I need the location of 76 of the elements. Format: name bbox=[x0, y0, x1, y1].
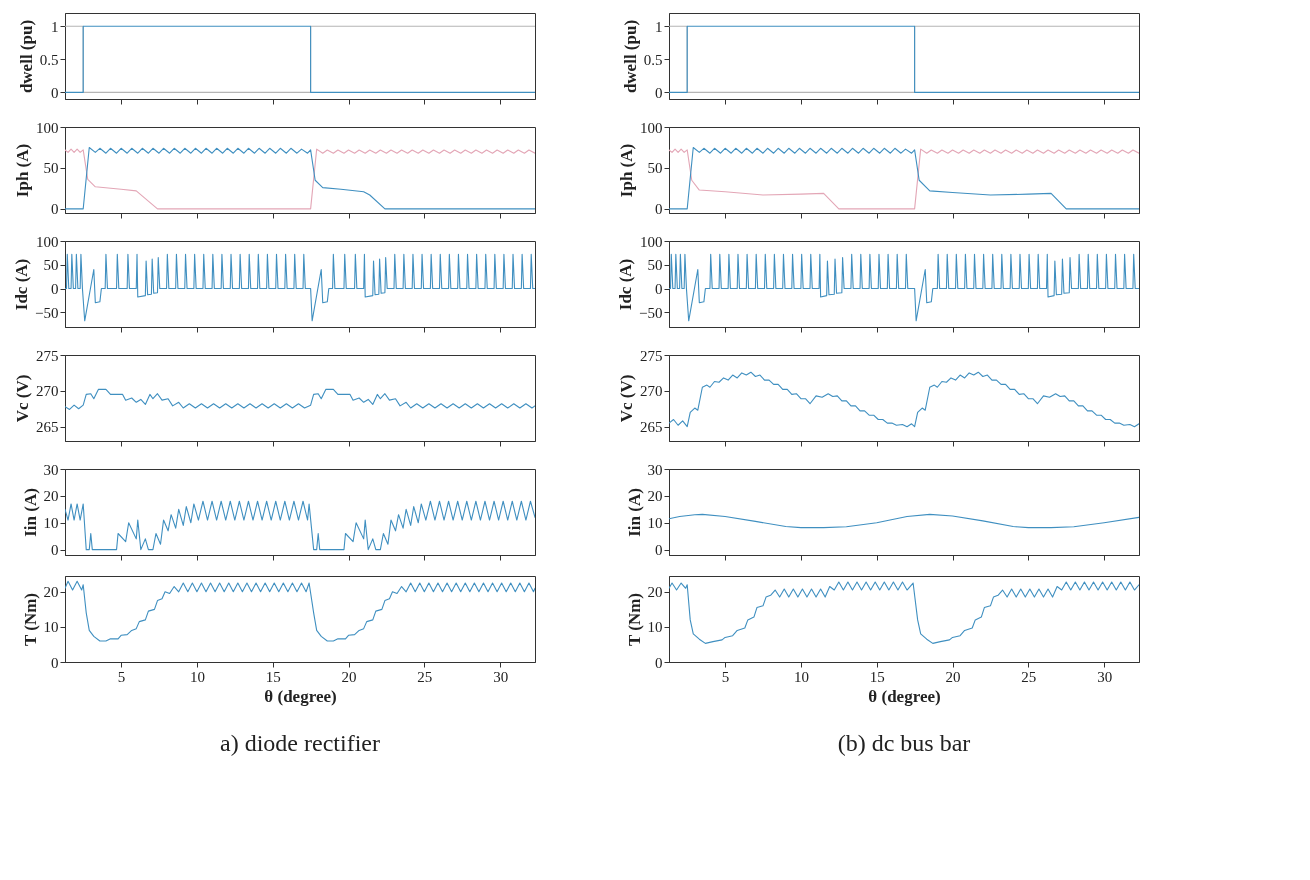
y-tick-label: 270 bbox=[640, 383, 663, 400]
x-tick-label: 5 bbox=[117, 668, 126, 685]
y-tick-label: −50 bbox=[35, 304, 59, 321]
y-tick-label: 0.5 bbox=[39, 51, 59, 68]
x-tick-label: 30 bbox=[1097, 668, 1113, 685]
line-series bbox=[65, 500, 535, 551]
y-tick-label: 0 bbox=[51, 281, 59, 298]
line-series bbox=[65, 580, 535, 642]
y-tick-label: −50 bbox=[639, 304, 663, 321]
y-tick-label: 50 bbox=[647, 257, 663, 274]
y-axis-title: Vc (V) bbox=[617, 374, 636, 423]
y-tick-label: 1 bbox=[51, 18, 59, 35]
y-tick-label: 270 bbox=[36, 383, 59, 400]
x-tick-label: 15 bbox=[869, 668, 885, 685]
y-axis-title: Iph (A) bbox=[617, 143, 636, 198]
y-tick-label: 0 bbox=[51, 201, 59, 218]
y-axis-title: T (Nm) bbox=[624, 592, 644, 647]
x-axis-title: θ (degree) bbox=[264, 686, 337, 706]
y-axis-title: dwell (pu) bbox=[620, 19, 640, 94]
x-tick-label: 10 bbox=[793, 668, 809, 685]
line-series bbox=[65, 253, 535, 322]
x-tick-label: 20 bbox=[341, 668, 357, 685]
y-tick-label: 100 bbox=[36, 233, 59, 250]
line-series bbox=[669, 253, 1139, 322]
y-tick-label: 100 bbox=[36, 119, 59, 136]
y-axis-title: Vc (V) bbox=[13, 374, 32, 423]
y-axis-title: Iin (A) bbox=[624, 488, 644, 537]
y-tick-label: 0 bbox=[655, 84, 663, 101]
text: (b) dc bus bar bbox=[837, 730, 971, 756]
x-tick-label: 25 bbox=[1021, 668, 1037, 685]
y-tick-label: 10 bbox=[647, 515, 663, 532]
y-tick-label: 0 bbox=[51, 542, 59, 559]
y-tick-label: 10 bbox=[43, 515, 59, 532]
y-axis-title: Idc (A) bbox=[616, 258, 636, 311]
x-tick-label: 30 bbox=[493, 668, 509, 685]
y-tick-label: 0 bbox=[655, 542, 663, 559]
line-series bbox=[669, 371, 1139, 428]
y-tick-label: 0 bbox=[655, 281, 663, 298]
y-tick-label: 20 bbox=[647, 488, 663, 505]
y-tick-label: 0 bbox=[51, 84, 59, 101]
text: a) diode rectifier bbox=[220, 730, 380, 756]
y-tick-label: 1 bbox=[655, 18, 663, 35]
line-series bbox=[669, 513, 1139, 529]
y-tick-label: 10 bbox=[43, 619, 59, 636]
x-tick-label: 5 bbox=[721, 668, 730, 685]
y-tick-label: 0 bbox=[655, 654, 663, 671]
y-tick-label: 265 bbox=[36, 419, 59, 436]
y-tick-label: 0.5 bbox=[643, 51, 663, 68]
y-axis-title: Iph (A) bbox=[13, 143, 32, 198]
y-tick-label: 265 bbox=[640, 419, 663, 436]
y-tick-label: 100 bbox=[640, 233, 663, 250]
y-tick-label: 0 bbox=[51, 654, 59, 671]
y-tick-label: 30 bbox=[647, 461, 663, 478]
y-tick-label: 20 bbox=[647, 584, 663, 601]
y-tick-label: 0 bbox=[655, 201, 663, 218]
y-tick-label: 20 bbox=[43, 488, 59, 505]
x-tick-label: 25 bbox=[417, 668, 433, 685]
y-axis-title: Idc (A) bbox=[12, 258, 32, 311]
x-tick-label: 10 bbox=[189, 668, 205, 685]
line-series bbox=[669, 581, 1139, 644]
y-tick-label: 20 bbox=[43, 584, 59, 601]
y-tick-label: 100 bbox=[640, 119, 663, 136]
y-axis-title: dwell (pu) bbox=[16, 19, 36, 94]
y-tick-label: 10 bbox=[647, 619, 663, 636]
line-series bbox=[65, 388, 535, 411]
y-tick-label: 50 bbox=[647, 160, 663, 177]
y-tick-label: 30 bbox=[43, 461, 59, 478]
y-tick-label: 50 bbox=[43, 257, 59, 274]
y-tick-label: 275 bbox=[640, 347, 663, 364]
y-axis-title: Iin (A) bbox=[20, 488, 40, 537]
y-tick-label: 275 bbox=[36, 347, 59, 364]
x-axis-title: θ (degree) bbox=[868, 686, 941, 706]
x-tick-label: 20 bbox=[945, 668, 961, 685]
y-axis-title: T (Nm) bbox=[20, 592, 40, 647]
y-tick-label: 50 bbox=[43, 160, 59, 177]
x-tick-label: 15 bbox=[265, 668, 281, 685]
